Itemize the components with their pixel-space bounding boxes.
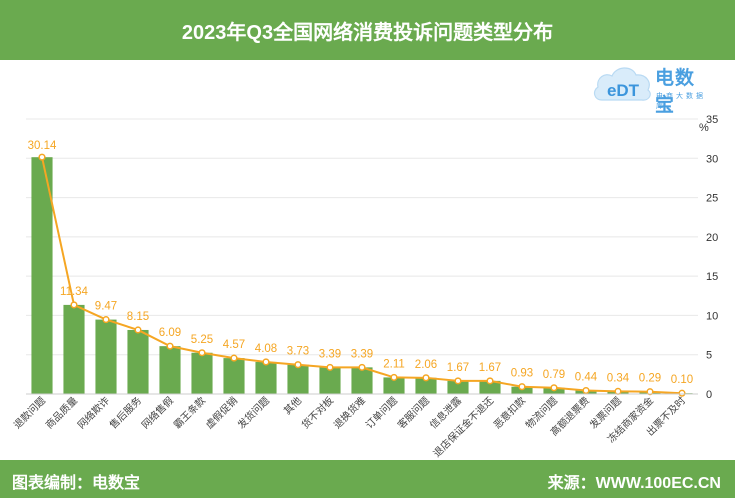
chart-bars [31,157,693,394]
line-point [358,363,366,371]
y-tick-label: 35 [706,114,718,126]
chart-title: 2023年Q3全国网络消费投诉问题类型分布 [181,21,554,44]
footer-credit: 图表编制：电数宝 [12,475,141,492]
data-label: 8.15 [127,311,149,323]
y-tick-label: 25 [706,193,718,205]
data-label: 3.73 [287,346,309,358]
line-point [326,363,334,371]
line-point [102,316,110,324]
bar [383,377,405,394]
x-tick-label: 霸王条款 [171,394,208,431]
line-point [390,373,398,381]
data-label: 6.09 [159,327,181,339]
x-tick-label: 退换货难 [331,394,368,431]
bar [95,319,117,394]
line-point [582,386,590,395]
logo-subtitle-text: 电商大数据库 [656,93,706,110]
line-point [262,358,270,366]
logo-mark-text: eDT [607,81,640,100]
brand-logo: eDT 电数宝 电商大数据库 [592,60,712,116]
line-point [518,383,526,391]
line-point [422,374,430,382]
line-point [550,384,558,392]
line-point [134,326,142,334]
data-label: 1.67 [479,362,501,374]
data-label: 0.29 [639,373,661,385]
data-label: 3.39 [351,348,373,360]
bar [447,380,469,394]
bar [127,329,149,394]
line-point [614,387,622,395]
line-point [454,377,462,385]
footer-source: 来源：WWW.100EC.CN [547,475,721,492]
data-label: 0.44 [575,372,598,384]
line-point [70,301,78,309]
bar [255,361,277,394]
data-label: 0.93 [511,368,533,380]
bar [223,358,245,394]
bar [511,386,533,394]
x-tick-label: 发货问题 [235,394,272,431]
data-label: 4.08 [255,343,277,355]
data-label: 2.06 [415,359,437,371]
x-tick-label: 货不对板 [299,394,336,431]
y-tick-label: 30 [706,153,718,165]
footer-bar: 图表编制：电数宝 来源：WWW.100EC.CN [0,460,735,498]
x-tick-label: 退款问题 [11,394,48,431]
data-label: 5.25 [191,334,213,346]
line-point [38,153,46,161]
cloud-edt-logo-icon: eDT [593,67,651,101]
x-tick-label: 商品质量 [43,394,80,431]
bar [479,380,501,394]
chart-data-labels: 30.14 11.34 9.47 8.15 6.09 5.25 4.57 4.08 3.73 3.… [28,140,694,386]
data-label: 0.10 [671,374,693,386]
bar [63,304,85,394]
bar [415,377,437,394]
x-tick-label: 其他 [281,394,304,417]
data-label: 0.34 [607,372,630,384]
x-tick-label: 网络售假 [139,394,176,431]
bar [159,346,181,394]
data-label: 4.57 [223,339,245,351]
x-tick-label: 售后服务 [107,394,144,431]
x-tick-label: 订单问题 [363,394,400,431]
x-tick-label: 网络欺诈 [75,394,112,431]
bar-chart: 30.14 11.34 9.47 8.15 6.09 5.25 4.57 4.08 3.73 3.… [11,114,719,460]
data-label: 3.39 [319,348,341,360]
bar [319,367,341,394]
line-point [294,361,302,369]
x-tick-label: 客服问题 [395,394,432,431]
data-label: 11.34 [60,286,89,298]
data-label: 0.79 [543,369,565,381]
line-point [198,349,206,357]
x-tick-label: 虚假促销 [203,394,240,431]
data-label: 1.67 [447,362,469,374]
y-tick-label: 10 [706,310,718,322]
bar [351,367,373,394]
y-axis-unit: % [699,122,709,134]
bar [31,157,53,394]
line-point [678,389,686,397]
logo-brand-text: 电数宝 [655,68,696,116]
x-tick-label: 恶意扣款 [491,394,528,431]
chart-trend-line [38,153,686,397]
y-tick-label: 20 [706,232,718,244]
y-axis: 0 5 10 15 20 25 30 35 [706,114,718,401]
y-tick-label: 0 [706,389,712,401]
line-point [230,354,238,362]
bar [287,364,309,394]
y-tick-label: 15 [706,271,718,283]
chart-title-bar: 2023年Q3全国网络消费投诉问题类型分布 [0,0,735,60]
line-point [486,377,494,385]
line-point [646,388,654,396]
data-label: 30.14 [28,140,57,152]
bar [191,352,213,394]
line-point [166,342,174,350]
y-tick-label: 5 [706,350,712,362]
data-label: 2.11 [383,358,405,370]
data-label: 9.47 [95,301,117,313]
